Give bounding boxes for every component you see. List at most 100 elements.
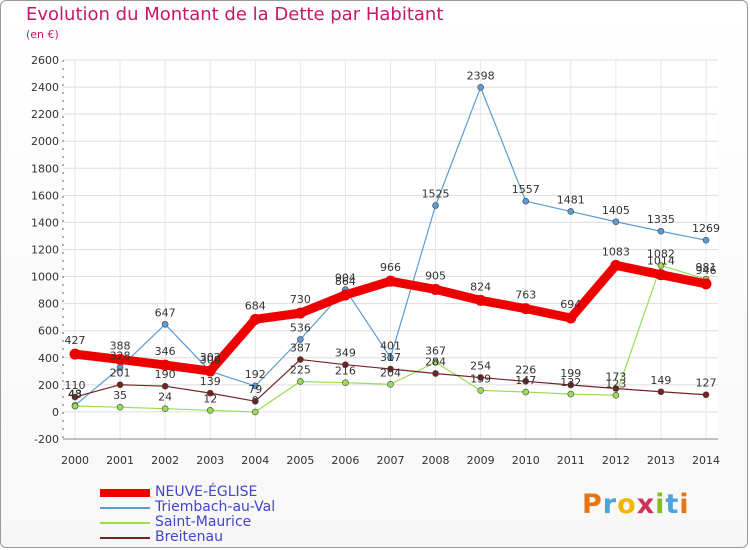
- data-point: [116, 381, 124, 389]
- data-point: [702, 236, 710, 244]
- data-label: 300: [200, 353, 221, 366]
- data-label: 35: [113, 389, 127, 402]
- data-label: 946: [696, 264, 717, 277]
- x-tick-label: 2007: [377, 454, 405, 467]
- data-point: [251, 397, 259, 405]
- data-label: 401: [380, 340, 401, 353]
- x-tick-label: 2012: [602, 454, 630, 467]
- data-point: [522, 197, 530, 205]
- data-label: 730: [290, 293, 311, 306]
- data-label: 127: [696, 377, 717, 390]
- data-point: [612, 218, 620, 226]
- data-label: 904: [335, 272, 356, 285]
- logo-letter: r: [602, 489, 618, 520]
- data-label: 349: [335, 347, 356, 360]
- x-tick-label: 2013: [647, 454, 675, 467]
- data-label: 966: [380, 261, 401, 274]
- data-point: [430, 283, 442, 295]
- data-label: 159: [470, 372, 491, 385]
- data-point: [385, 275, 396, 287]
- data-label: 192: [245, 368, 266, 381]
- legend-label: Breitenau: [155, 529, 223, 545]
- data-label: 1083: [602, 245, 630, 258]
- data-label: 204: [380, 366, 401, 379]
- data-label: 694: [560, 298, 581, 311]
- data-label: 24: [158, 391, 172, 404]
- data-label: 388: [110, 339, 131, 352]
- data-label: 824: [470, 280, 491, 293]
- y-tick-label: 2200: [31, 108, 59, 121]
- logo-letter: t: [665, 489, 680, 520]
- data-point: [522, 388, 530, 396]
- data-label: 201: [110, 367, 131, 380]
- y-tick-label: 200: [38, 379, 59, 392]
- data-point: [297, 378, 304, 385]
- data-label: 1557: [512, 183, 540, 196]
- data-point: [116, 403, 124, 411]
- data-point: [249, 313, 261, 325]
- data-label: 110: [65, 379, 86, 392]
- data-point: [159, 359, 171, 371]
- data-point: [520, 303, 532, 315]
- y-tick-label: 0: [52, 406, 59, 419]
- x-tick-label: 2002: [151, 454, 179, 467]
- data-label: 139: [200, 375, 221, 388]
- data-point: [161, 405, 169, 412]
- data-point: [477, 84, 484, 91]
- data-label: 190: [155, 368, 176, 381]
- y-tick-label: 1200: [31, 244, 59, 257]
- data-point: [477, 374, 484, 381]
- data-point: [657, 388, 665, 396]
- x-tick-label: 2008: [422, 454, 450, 467]
- legend-swatch: [100, 537, 150, 539]
- logo-letter: x: [636, 489, 656, 520]
- data-label: 647: [155, 306, 176, 319]
- legend-swatch: [100, 507, 150, 509]
- data-label: 536: [290, 321, 311, 334]
- data-label: 225: [290, 363, 311, 376]
- data-label: 254: [470, 360, 491, 373]
- data-label: 1082: [647, 247, 675, 260]
- data-point: [161, 321, 169, 328]
- data-label: 149: [650, 374, 671, 387]
- data-point: [477, 387, 484, 394]
- data-point: [69, 348, 81, 360]
- data-point: [71, 402, 79, 410]
- data-point: [522, 378, 530, 385]
- data-point: [387, 354, 394, 361]
- data-point: [700, 278, 712, 290]
- data-label: 132: [560, 376, 581, 389]
- data-label: 1014: [647, 255, 675, 268]
- y-tick-label: 1000: [31, 271, 59, 284]
- data-point: [565, 312, 577, 324]
- data-point: [612, 385, 620, 392]
- data-point: [702, 391, 710, 399]
- data-point: [657, 262, 665, 269]
- data-label: 328: [110, 350, 131, 363]
- data-label: 1405: [602, 204, 630, 217]
- data-label: 387: [290, 342, 311, 355]
- data-point: [114, 353, 126, 365]
- data-label: 1525: [422, 188, 450, 201]
- data-label: 302: [200, 351, 221, 364]
- y-tick-label: 600: [38, 325, 59, 338]
- data-label: 284: [425, 355, 446, 368]
- data-label: 0: [252, 394, 259, 407]
- x-tick-label: 2000: [61, 454, 89, 467]
- data-label: 317: [380, 351, 401, 364]
- data-point: [206, 407, 214, 414]
- data-point: [204, 365, 216, 377]
- data-point: [339, 289, 351, 301]
- y-tick-label: 400: [38, 352, 59, 365]
- data-point: [612, 391, 620, 399]
- data-point: [475, 294, 487, 306]
- data-label: 147: [515, 374, 536, 387]
- y-tick-label: 1600: [31, 189, 59, 202]
- data-point: [387, 381, 394, 388]
- data-label: 123: [605, 377, 626, 390]
- data-point: [297, 336, 304, 343]
- legend-label: Saint-Maurice: [155, 514, 252, 530]
- legend-swatch: [100, 489, 150, 497]
- data-point: [567, 208, 575, 215]
